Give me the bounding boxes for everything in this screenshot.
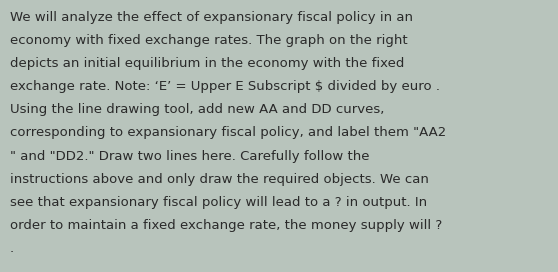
Text: see that expansionary fiscal policy will lead to a ? in output. In: see that expansionary fiscal policy will… — [10, 196, 427, 209]
Text: instructions above and only draw the required objects. We can: instructions above and only draw the req… — [10, 173, 429, 186]
Text: depicts an initial equilibrium in the economy with the fixed: depicts an initial equilibrium in the ec… — [10, 57, 405, 70]
Text: .: . — [10, 242, 14, 255]
Text: exchange rate. Note: ‘E’ = Upper E Subscript $ divided by euro .: exchange rate. Note: ‘E’ = Upper E Subsc… — [10, 80, 440, 93]
Text: Using the line drawing tool, add new AA and DD curves,: Using the line drawing tool, add new AA … — [10, 103, 384, 116]
Text: We will analyze the effect of expansionary fiscal policy in an: We will analyze the effect of expansiona… — [10, 11, 413, 24]
Text: order to maintain a fixed exchange rate, the money supply will ?: order to maintain a fixed exchange rate,… — [10, 219, 442, 232]
Text: economy with fixed exchange rates. The graph on the right: economy with fixed exchange rates. The g… — [10, 34, 408, 47]
Text: corresponding to expansionary fiscal policy, and label them "AA2: corresponding to expansionary fiscal pol… — [10, 126, 446, 140]
Text: " and "DD2." Draw two lines here. Carefully follow the: " and "DD2." Draw two lines here. Carefu… — [10, 150, 369, 163]
